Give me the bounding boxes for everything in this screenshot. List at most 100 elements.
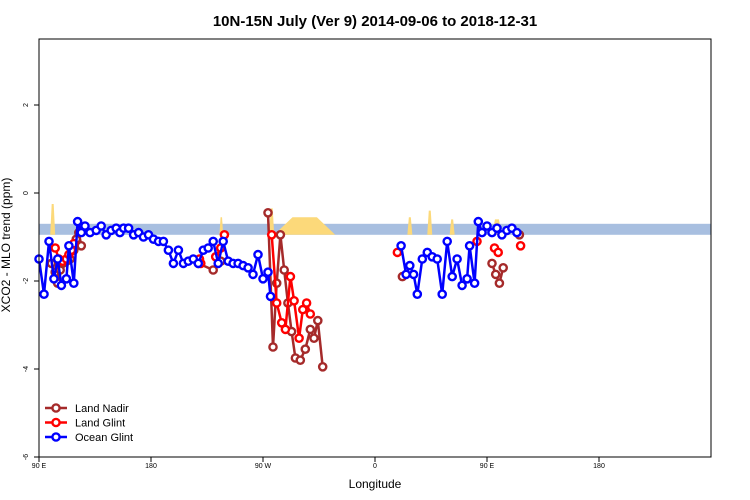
land-glint-point [493, 247, 504, 258]
ocean-glint-point [412, 289, 423, 300]
ocean-glint-point [469, 278, 480, 289]
ocean-glint-point [218, 236, 228, 247]
ocean-glint-point [473, 216, 484, 227]
land-glint-point [50, 243, 61, 253]
y-tick-label: 2 [23, 103, 30, 107]
legend-ocean-glint-label: Ocean Glint [75, 432, 133, 444]
ocean-glint-point [243, 262, 253, 273]
x-tick-label: 0 [373, 463, 377, 470]
axis-ticks: 90 E 180 90 W 0 90 E 180 -6 -4 -2 0 2 [23, 103, 605, 470]
land-glint-point [297, 304, 308, 315]
ocean-glint-point [462, 273, 472, 284]
ocean-glint-point [432, 254, 443, 264]
ocean-glint-point [265, 291, 276, 302]
legend-land-glint-label: Land Glint [75, 418, 125, 430]
land-glint-point [294, 333, 304, 344]
land-nadir-point [498, 262, 509, 273]
land-nadir-point [295, 355, 306, 366]
ocean-glint-point [203, 243, 213, 253]
chart-title: 10N-15N July (Ver 9) 2014-09-06 to 2018-… [213, 13, 537, 30]
ocean-glint-point [442, 236, 453, 247]
ocean-glint-point [56, 280, 67, 291]
ocean-glint-point [396, 240, 406, 251]
legend: Land Nadir Land Glint Ocean Glint [45, 403, 133, 444]
land-glint-point [271, 298, 282, 308]
ocean-glint-point [258, 273, 268, 284]
ocean-glint-point [193, 258, 204, 269]
y-axis-label: XCO2 - MLO trend (ppm) [0, 178, 13, 313]
y-tick-label: -4 [23, 366, 30, 372]
land-glint-point [266, 229, 277, 240]
ocean-glint-point [248, 269, 258, 280]
x-axis-label: Longitude [349, 477, 402, 491]
ocean-glint-point [512, 227, 522, 238]
legend-land-nadir-marker [51, 403, 61, 413]
ocean-glint-point [49, 273, 59, 284]
ocean-glint-point [52, 254, 63, 264]
x-tick-label: 90 W [255, 463, 272, 470]
ocean-glint-point [263, 267, 273, 278]
land-band-region [407, 217, 413, 235]
legend-land-glint-marker [51, 417, 61, 428]
ocean-glint-point [464, 240, 475, 251]
x-tick-label: 90 E [480, 463, 495, 470]
land-nadir-point [317, 361, 328, 372]
ocean-glint-point [213, 258, 223, 269]
land-nadir-point [309, 333, 319, 344]
ocean-glint-point [44, 236, 54, 247]
land-band-region [50, 204, 56, 235]
ocean-glint-point [168, 258, 179, 269]
land-band-region [219, 217, 224, 235]
ocean-glint-point [163, 245, 174, 255]
ocean-glint-point [437, 289, 448, 300]
land-nadir-point [487, 258, 497, 269]
land-glint-point [285, 271, 296, 282]
ocean-glint-point [72, 216, 83, 227]
land-glint-point [289, 295, 299, 306]
land-nadir-point [490, 269, 501, 280]
ocean-glint-point [64, 240, 74, 251]
background-band [39, 223, 711, 235]
land-band-region [274, 217, 336, 235]
ocean-glint-point [253, 249, 263, 260]
x-tick-label: 90 E [32, 463, 47, 470]
land-nadir-point [76, 240, 87, 251]
land-nadir-point [268, 342, 278, 352]
ocean-glint-point [69, 278, 79, 289]
y-tick-label: 0 [23, 191, 30, 195]
x-tick-label: 180 [145, 463, 157, 470]
ocean-glint-point [80, 221, 90, 231]
y-tick-label: -6 [23, 454, 30, 460]
legend-ocean-glint-marker [51, 432, 61, 442]
ocean-glint-point [447, 271, 458, 282]
land-glint-point [301, 298, 312, 308]
y-tick-label: -2 [23, 278, 30, 284]
land-nadir-point [275, 229, 286, 240]
plot-area [34, 204, 711, 372]
land-nadir-point [279, 265, 290, 275]
legend-land-nadir-label: Land Nadir [75, 403, 129, 415]
ocean-glint-point [408, 269, 419, 280]
ocean-glint-point [61, 273, 72, 284]
land-band-region [449, 219, 455, 235]
ocean-glint-point [208, 236, 218, 247]
land-nadir-point [494, 278, 505, 289]
ocean-glint-point [457, 280, 467, 291]
land-glint-point [280, 324, 291, 335]
ocean-glint-point [39, 289, 49, 300]
ocean-glint-point [123, 223, 134, 233]
ocean-glint-point [158, 236, 169, 247]
land-glint-point [515, 240, 526, 251]
ocean-glint-point [477, 227, 487, 238]
ocean-glint-point [452, 254, 462, 264]
plot-frame [38, 38, 712, 458]
ocean-glint-point [401, 269, 411, 280]
ocean-glint-point [417, 254, 428, 264]
ocean-glint-point [96, 221, 106, 231]
ocean-glint-point [492, 223, 502, 233]
ocean-glint-point [173, 245, 184, 255]
land-glint-point [305, 309, 316, 319]
ocean-glint-point [482, 221, 492, 231]
x-tick-label: 180 [593, 463, 605, 470]
